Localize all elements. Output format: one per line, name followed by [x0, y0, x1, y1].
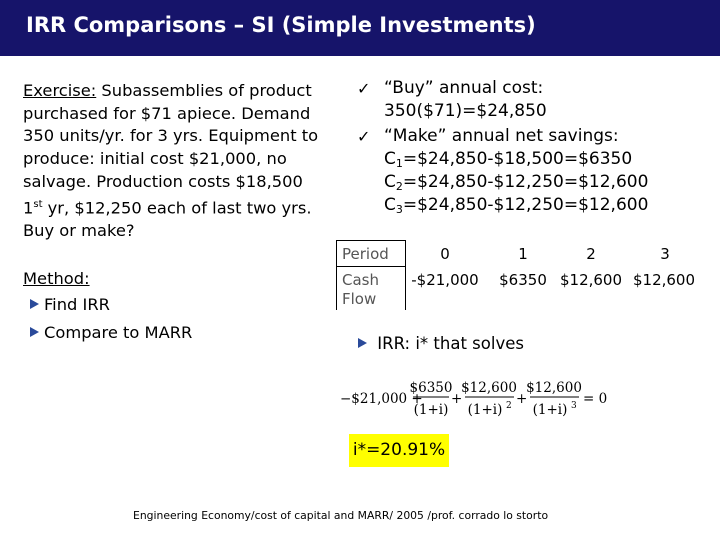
exercise-line-2: purchased for $71 apiece. Demand	[23, 103, 311, 123]
exercise-line-3: 350 units/yr. for 3 yrs. Equipment to	[23, 126, 319, 146]
flow-0: -$21,000	[411, 271, 479, 289]
exercise-line-5: salvage. Production costs $18,500	[23, 171, 303, 191]
eq-rhs: = 0	[583, 391, 607, 407]
period-2: 2	[586, 245, 596, 263]
eq-plus-1: +	[451, 391, 462, 407]
checkmark-icon: ✓	[357, 79, 371, 98]
eq-exp-3: 3	[571, 401, 577, 411]
table-mid-rule	[336, 266, 406, 267]
period-label: Period	[342, 245, 389, 263]
triangle-bullet-icon	[358, 338, 367, 348]
c2-row: C2=$24,850-$12,250=$12,600	[384, 172, 648, 193]
make-label: “Make” annual net savings:	[384, 126, 619, 146]
footer-credit: Engineering Economy/cost of capital and …	[133, 509, 549, 522]
eq-plus-2: +	[516, 391, 527, 407]
flow-3: $12,600	[632, 271, 696, 289]
exercise-text: Exercise: Subassemblies of product purch…	[23, 80, 343, 242]
title-bar: IRR Comparisons – SI (Simple Investments…	[0, 0, 720, 56]
period-1: 1	[518, 245, 528, 263]
method-label: Method:	[23, 268, 90, 290]
eq-den-1: (1+i)	[414, 402, 449, 418]
flow-label: Flow	[342, 290, 377, 308]
flow-2: $12,600	[559, 271, 623, 289]
c-expression: =$24,850-$18,500=$6350	[402, 149, 633, 169]
eq-den-3: (1+i)	[533, 402, 568, 418]
c-expression: =$24,850-$12,250=$12,600	[402, 195, 649, 215]
method-item-find-irr: Find IRR	[30, 295, 110, 314]
eq-num-2: $12,600	[461, 380, 517, 396]
table-top-rule	[336, 240, 406, 241]
eq-exp-2: 2	[506, 401, 512, 411]
table-left-rule	[336, 240, 337, 310]
c-expression: =$24,850-$12,250=$12,600	[402, 172, 649, 192]
exercise-line-6: yr, $12,250 each of last two yrs.	[42, 197, 312, 217]
irr-text: IRR: i* that solves	[377, 334, 524, 353]
c-prefix: C	[384, 149, 396, 169]
irr-statement: IRR: i* that solves	[358, 334, 524, 353]
c-prefix: C	[384, 172, 396, 192]
c-prefix: C	[384, 195, 396, 215]
c-subscript: 1	[395, 157, 403, 170]
flow-1: $6350	[499, 271, 547, 289]
table-divider	[405, 240, 406, 310]
method-item-label: Find IRR	[44, 295, 110, 314]
triangle-bullet-icon	[30, 327, 39, 337]
cash-label: Cash	[342, 271, 379, 289]
exercise-line-6-num: 1	[23, 197, 34, 217]
period-3: 3	[660, 245, 670, 263]
triangle-bullet-icon	[30, 299, 39, 309]
c-subscript: 3	[395, 203, 403, 216]
c1-row: C1=$24,850-$18,500=$6350	[384, 149, 632, 170]
eq-num-3: $12,600	[526, 380, 582, 396]
slide-title: IRR Comparisons – SI (Simple Investments…	[26, 13, 536, 37]
period-0: 0	[440, 245, 450, 263]
exercise-line-4: produce: initial cost $21,000, no	[23, 149, 287, 169]
irr-equation: −$21,000 + $6350 (1+i) + $12,600 (1+i) 2…	[340, 380, 607, 418]
checkmark-icon: ✓	[357, 127, 371, 146]
exercise-line-1: Subassemblies of product	[96, 81, 312, 100]
method-label-text: Method:	[23, 269, 90, 288]
method-item-compare-marr: Compare to MARR	[30, 323, 192, 342]
buy-value: 350($71)=$24,850	[384, 101, 547, 121]
exercise-line-7: Buy or make?	[23, 220, 135, 240]
eq-initial: −$21,000 +	[340, 391, 423, 407]
exercise-line-6-sup: st	[33, 198, 43, 210]
method-item-label: Compare to MARR	[44, 323, 193, 342]
irr-result: i*=20.91%	[349, 434, 449, 467]
buy-label: “Buy” annual cost:	[384, 78, 544, 98]
c3-row: C3=$24,850-$12,250=$12,600	[384, 195, 648, 216]
eq-num-1: $6350	[410, 380, 453, 396]
eq-den-2: (1+i)	[468, 402, 503, 418]
exercise-label: Exercise:	[23, 81, 97, 100]
c-subscript: 2	[395, 180, 403, 193]
